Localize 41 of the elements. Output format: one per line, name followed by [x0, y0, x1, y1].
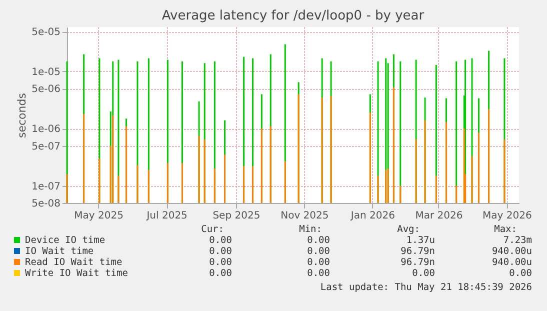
y-axis-title: seconds — [16, 92, 29, 138]
text: 0.00 — [209, 257, 232, 268]
text: 0.00 — [307, 246, 330, 257]
y-tick-label: 1e-05 — [32, 66, 60, 78]
x-tick-label: Jul 2025 — [146, 210, 188, 222]
text: 0.00 — [412, 268, 436, 279]
legend-label: Write IO Wait time — [25, 268, 128, 279]
x-tick-label: Mar 2026 — [415, 210, 463, 222]
x-tick-label: May 2026 — [482, 210, 532, 222]
text: 0.00 — [307, 235, 330, 246]
text: 96.79n — [400, 257, 435, 268]
text: Last update: Thu May 21 18:45:39 2026 — [320, 282, 532, 293]
x-tick-label: May 2025 — [74, 210, 124, 222]
text: 0.00 — [307, 257, 330, 268]
text: 7.23m — [503, 235, 532, 246]
legend-label: Device IO time — [25, 235, 106, 246]
text: 0.00 — [209, 246, 232, 257]
x-tick-label: Jan 2026 — [350, 210, 395, 222]
legend-label: IO Wait time — [25, 246, 94, 257]
y-tick-label: 1e-06 — [32, 124, 60, 136]
x-tick-label: Sep 2025 — [212, 210, 260, 222]
y-tick-label: 1e-07 — [32, 181, 60, 192]
text: 0.00 — [307, 268, 330, 279]
text: Avg: — [397, 224, 420, 235]
y-tick-label: 5e-05 — [32, 27, 60, 38]
y-tick-label: 5e-06 — [32, 84, 60, 96]
text: 940.00u — [492, 246, 532, 257]
text: Cur: — [201, 224, 224, 235]
legend-label: Read IO Wait time — [25, 257, 123, 268]
text: 940.00u — [492, 257, 532, 268]
x-tick-label: Nov 2025 — [280, 210, 329, 222]
text: Max: — [494, 224, 517, 235]
text: 0.00 — [509, 268, 532, 279]
text: 1.37u — [406, 235, 435, 246]
y-tick-label: 5e-07 — [32, 141, 60, 152]
text: 0.00 — [209, 268, 232, 279]
y-tick-label: 5e-08 — [32, 198, 60, 210]
text: Min: — [299, 224, 322, 235]
text: 96.79n — [400, 246, 435, 257]
text: 0.00 — [209, 235, 232, 246]
chart-title: Average latency for /dev/loop0 - by year — [162, 8, 425, 24]
